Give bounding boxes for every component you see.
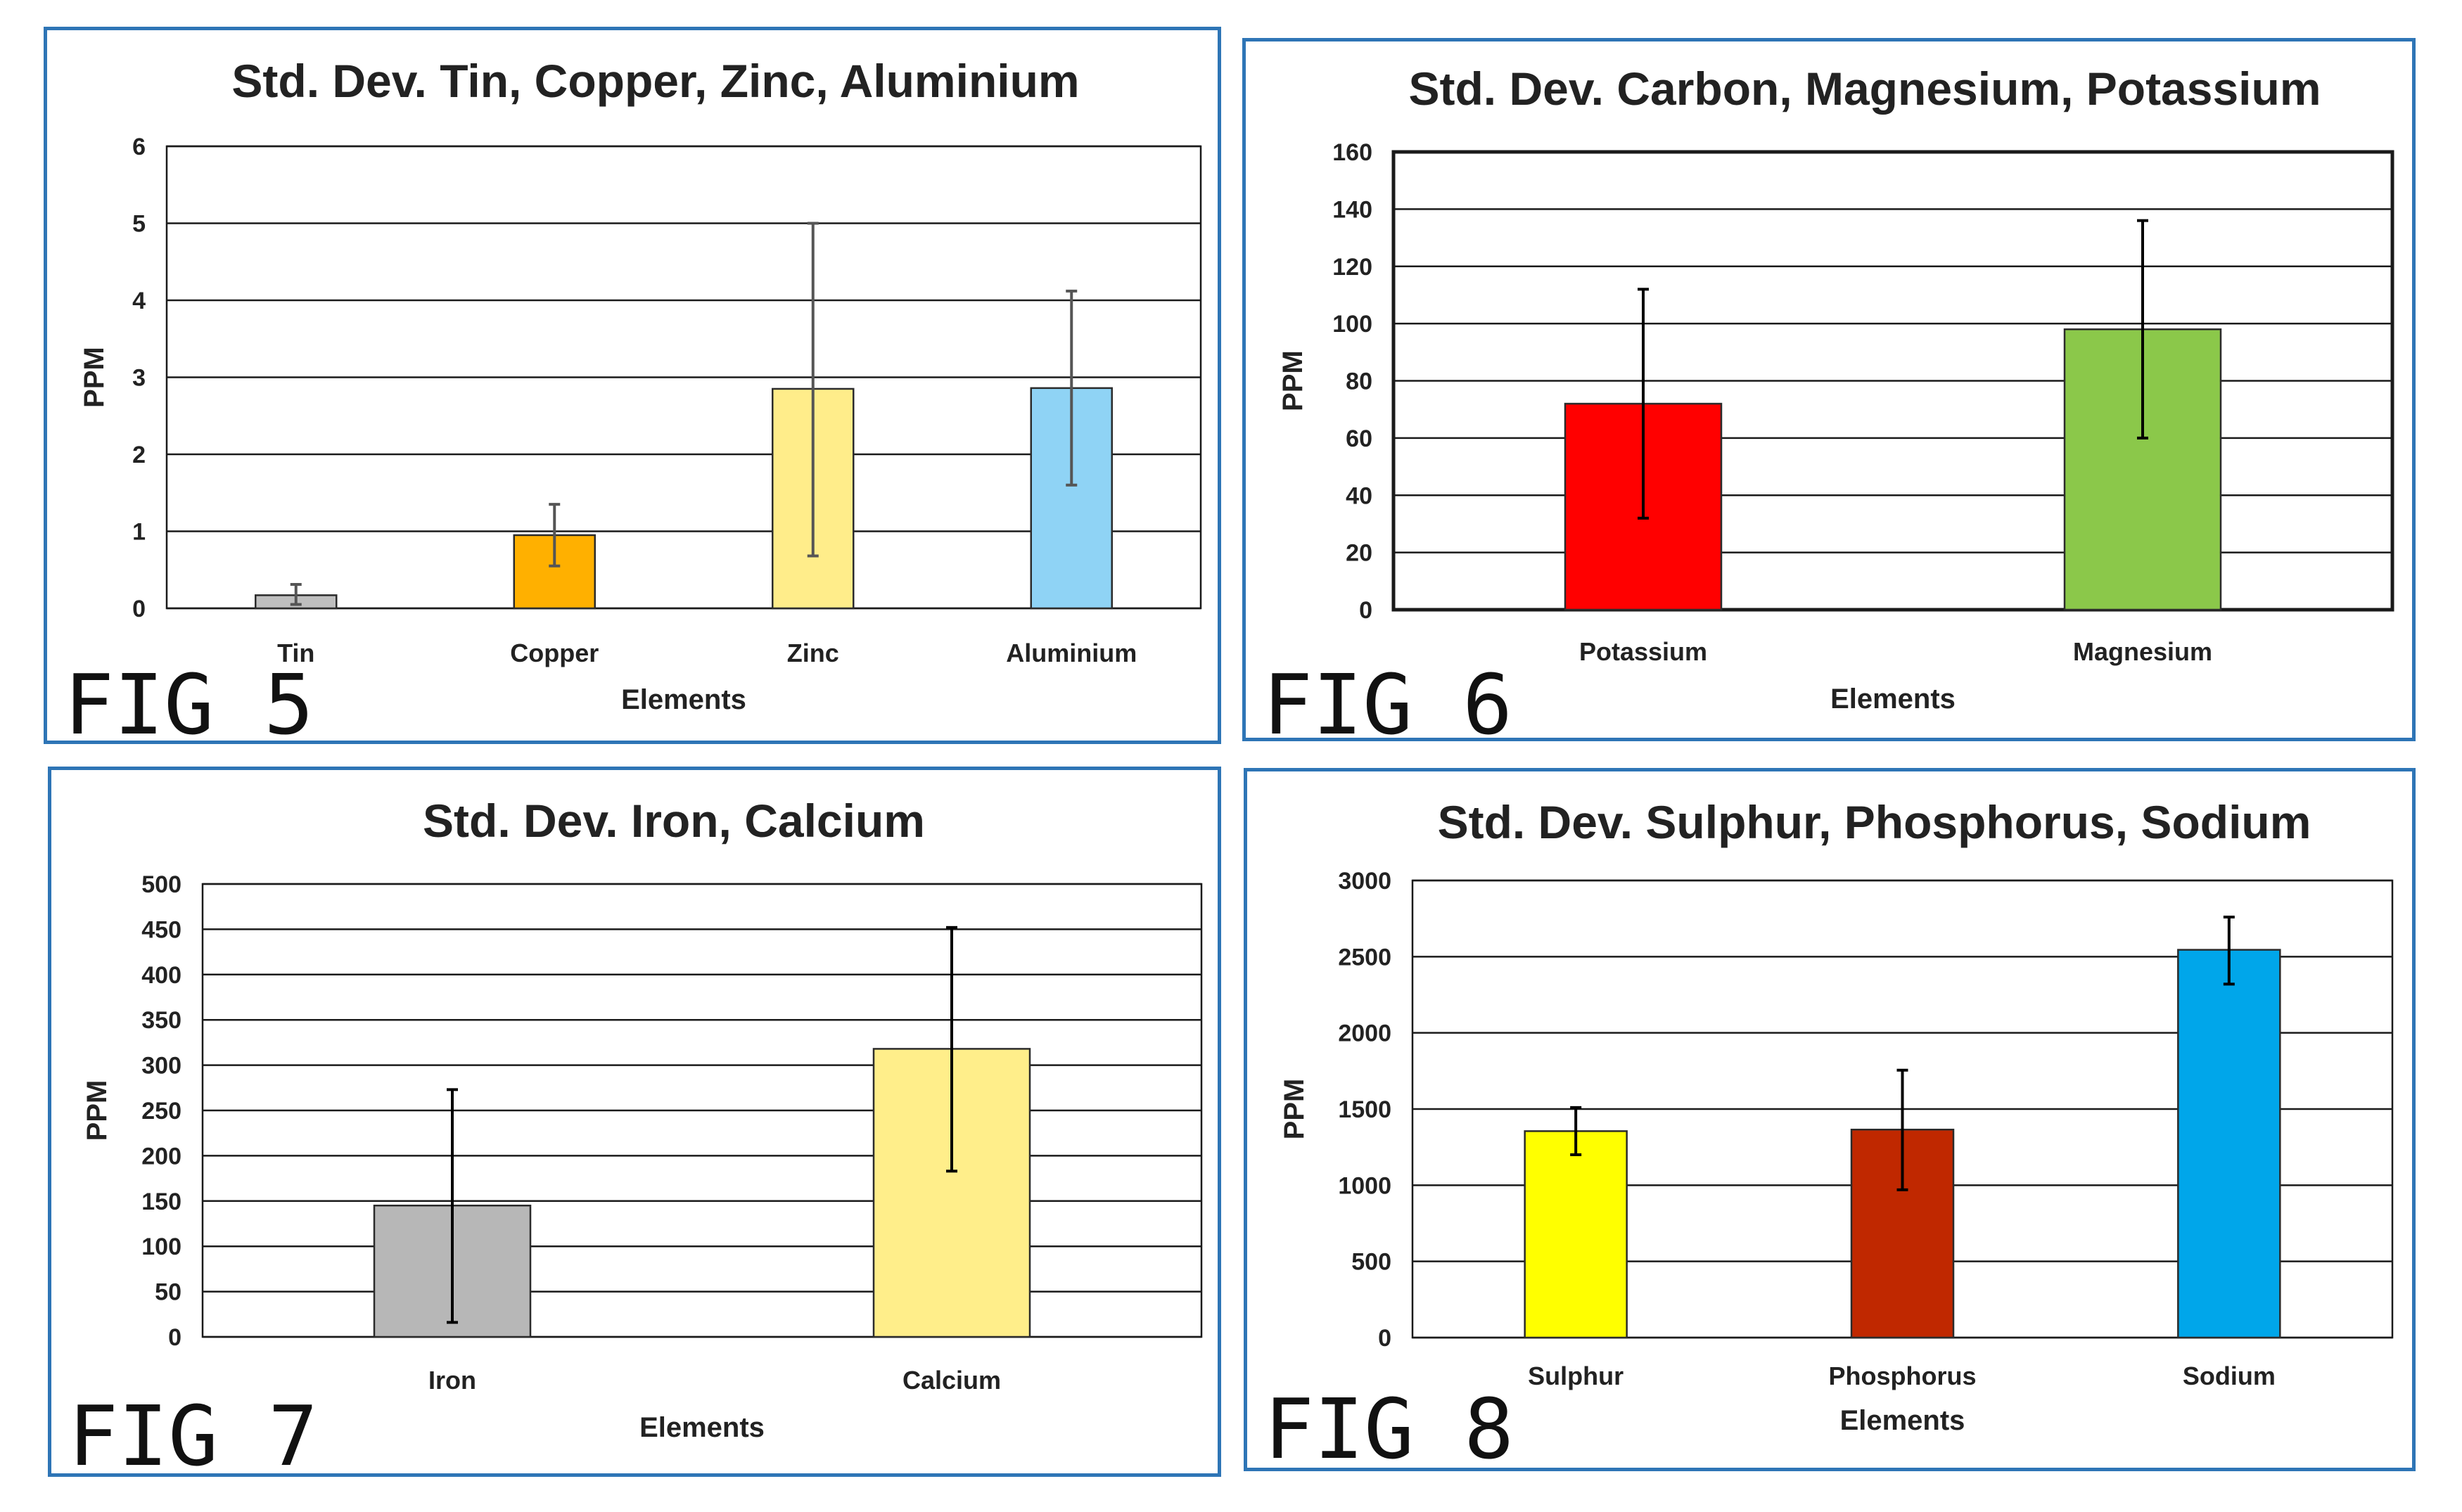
y-tick-label: 20 [1346,540,1372,567]
y-tick-label: 350 [141,1007,181,1034]
y-tick-label: 200 [141,1143,181,1170]
y-tick-label: 0 [1378,1325,1391,1352]
y-tick-label: 500 [141,871,181,898]
y-tick-label: 60 [1346,425,1372,452]
y-tick-label: 100 [141,1234,181,1260]
chart-title: Std. Dev. Carbon, Magnesium, Potassium [1408,63,2321,115]
figure-7-chart: Std. Dev. Iron, Calcium 0 50 100 150 200 250 30… [82,795,1203,1443]
y-tick-label: 400 [141,962,181,989]
plot-border [201,883,1203,1338]
plot-border [1391,150,2394,612]
figure-5-chart: Std. Dev. Tin, Copper, Zinc, Aluminium 0 1… [79,55,1202,715]
figure-7-panel: Std. Dev. Iron, Calcium 0 50 100 150 200 250 30… [48,767,1221,1485]
y-tick-label: 2000 [1338,1020,1391,1047]
y-axis-label: PPM [79,347,110,408]
x-axis-label: Elements [639,1412,765,1443]
y-tick-label: 120 [1332,254,1372,281]
x-category-label: Potassium [1579,637,1707,666]
y-tick-label: 0 [168,1324,181,1351]
y-tick-label: 100 [1332,311,1372,338]
x-category-label: Sulphur [1528,1362,1624,1390]
y-tick-label: 1 [132,519,146,546]
y-tick-label: 500 [1351,1249,1391,1276]
y-tick-label: 450 [141,916,181,943]
y-tick-label: 2500 [1338,944,1391,970]
y-axis-label: PPM [82,1080,113,1141]
figure-6-label: FIG 6 [1263,656,1513,753]
x-category-label: Calcium [902,1366,1001,1395]
x-category-label: Aluminium [1006,639,1137,667]
chart-title: Std. Dev. Tin, Copper, Zinc, Aluminium [231,55,1079,107]
x-category-label: Zinc [787,639,839,667]
bar-sulphur [1524,1130,1628,1339]
y-tick-label: 4 [132,288,146,314]
x-category-label: Iron [428,1366,476,1395]
x-axis-label: Elements [1830,684,1956,715]
bar-sodium [2177,949,2281,1339]
y-tick-label: 140 [1332,196,1372,223]
y-axis-label: PPM [1277,350,1308,411]
x-category-label: Phosphorus [1828,1362,1976,1390]
y-tick-label: 6 [132,134,146,160]
chart-title: Std. Dev. Sulphur, Phosphorus, Sodium [1438,796,2311,848]
figure-7-label: FIG 7 [68,1388,319,1485]
figure-5-panel: Std. Dev. Tin, Copper, Zinc, Aluminium 0 1… [44,27,1221,753]
figure-6-chart: Std. Dev. Carbon, Magnesium, Potassium 0 2… [1277,63,2394,715]
y-tick-label: 0 [132,596,146,622]
y-tick-label: 150 [141,1189,181,1215]
y-tick-label: 1000 [1338,1172,1391,1199]
y-tick-label: 3 [132,365,146,392]
y-tick-label: 80 [1346,369,1372,395]
chart-title: Std. Dev. Iron, Calcium [423,795,925,847]
figure-8-label: FIG 8 [1264,1380,1514,1478]
x-category-label: Copper [510,639,599,667]
y-axis-label: PPM [1279,1079,1310,1140]
y-tick-label: 300 [141,1053,181,1079]
plot-border [165,145,1202,610]
x-category-label: Magnesium [2073,637,2212,666]
figure-5-label: FIG 5 [64,656,314,753]
y-tick-label: 160 [1332,139,1372,166]
y-tick-label: 40 [1346,482,1372,509]
figure-6-panel: Std. Dev. Carbon, Magnesium, Potassium 0 2… [1242,38,2416,746]
y-tick-label: 1500 [1338,1096,1391,1123]
y-tick-label: 0 [1359,597,1372,624]
x-axis-label: Elements [621,684,746,715]
y-tick-label: 50 [155,1279,181,1306]
figure-8-chart: Std. Dev. Sulphur, Phosphorus, Sodium 0 50… [1279,796,2394,1436]
y-tick-label: 3000 [1338,868,1391,895]
y-tick-label: 2 [132,442,146,468]
y-tick-label: 250 [141,1098,181,1125]
x-category-label: Tin [277,639,314,667]
figure-8-panel: Std. Dev. Sulphur, Phosphorus, Sodium 0 50… [1244,768,2416,1471]
y-tick-label: 5 [132,211,146,238]
x-axis-label: Elements [1840,1405,1965,1436]
x-category-label: Sodium [2183,1362,2276,1390]
